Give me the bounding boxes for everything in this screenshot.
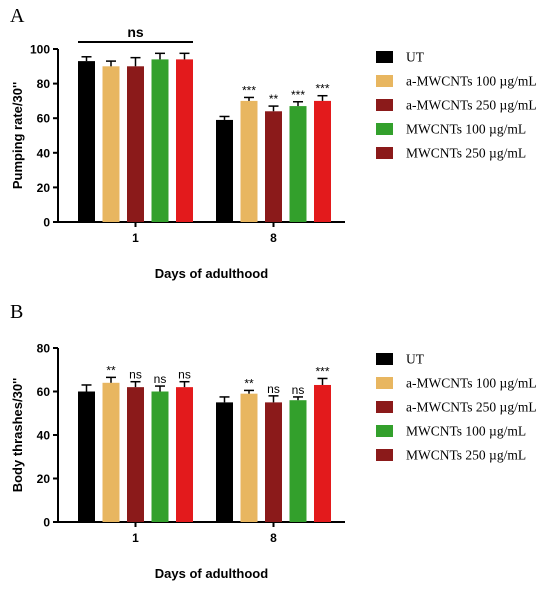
panel-b-legend-label: a-MWCNTs 250 µg/mL <box>406 400 537 415</box>
panel-a-legend-label: MWCNTs 250 µg/mL <box>406 146 526 161</box>
panel-a-significance-label: ** <box>269 92 279 106</box>
panel-a-legend-label: UT <box>406 50 425 65</box>
panel-a-legend-swatch <box>376 51 393 63</box>
panel-b-y-tick-label: 80 <box>37 342 51 356</box>
panel-a-y-tick-label: 40 <box>37 146 51 160</box>
panel-b-significance-label: ns <box>292 383 305 397</box>
panel-b-significance-label: ** <box>106 363 116 377</box>
panel-b-bar <box>151 391 169 522</box>
panel-b-legend-label: MWCNTs 100 µg/mL <box>406 424 526 439</box>
panel-b-bar <box>127 387 144 522</box>
panel-a-legend-swatch <box>376 99 393 111</box>
panel-b-x-axis-label: Days of adulthood <box>155 566 268 581</box>
panel-b-significance-label: ns <box>129 368 142 382</box>
panel-b-significance-label: *** <box>315 364 329 378</box>
panel-b-bar <box>289 400 307 522</box>
panel-a-y-tick-label: 20 <box>37 181 51 195</box>
panel-b-legend-swatch <box>376 449 393 461</box>
panel-b-y-axis-label: Body thrashes/30'' <box>10 378 25 493</box>
panel-a-label: A <box>10 5 25 27</box>
panel-a-x-axis-label: Days of adulthood <box>155 266 268 281</box>
panel-b-significance-label: ** <box>244 376 254 390</box>
panel-a-bar <box>102 66 120 222</box>
panel-a-x-tick-label: 1 <box>132 231 139 245</box>
panel-b-bar <box>102 382 120 522</box>
panel-b-legend-label: a-MWCNTs 100 µg/mL <box>406 376 537 391</box>
panel-b-legend-swatch <box>376 377 393 389</box>
panel-b-legend-swatch <box>376 425 393 437</box>
panel-a-bar <box>216 119 233 222</box>
panel-b-significance-label: ns <box>154 372 167 386</box>
panel-a-bar <box>240 100 258 222</box>
panel-b-y-tick-label: 20 <box>37 472 51 486</box>
panel-b-legend-swatch <box>376 353 393 365</box>
panel-b-bar <box>176 387 193 522</box>
panel-a-bar <box>151 59 169 222</box>
panel-a-legend-label: a-MWCNTs 100 µg/mL <box>406 74 537 89</box>
panel-b-y-tick-label: 40 <box>37 429 51 443</box>
panel-b-legend-label: MWCNTs 250 µg/mL <box>406 448 526 463</box>
panel-a-bar <box>127 66 144 222</box>
panel-a-bar <box>265 111 282 222</box>
panel-a-bar <box>78 61 95 222</box>
panel-a-significance-label: *** <box>315 82 329 96</box>
panel-a-significance-label: *** <box>291 88 305 102</box>
panel-a-y-tick-label: 100 <box>30 43 50 57</box>
panel-b-y-tick-label: 60 <box>37 385 51 399</box>
panel-a-x-tick-label: 8 <box>270 231 277 245</box>
panel-a-y-tick-label: 80 <box>37 77 51 91</box>
panel-b-label: B <box>10 301 23 323</box>
panel-a-significance-label: *** <box>242 83 256 97</box>
panel-b-bar <box>265 402 282 522</box>
panel-b-bar <box>78 391 95 522</box>
panel-a-y-tick-label: 60 <box>37 112 51 126</box>
panel-b-legend-label: UT <box>406 352 425 367</box>
panel-b-x-tick-label: 1 <box>132 531 139 545</box>
panel-a-legend-swatch <box>376 123 393 135</box>
panel-b-bar <box>314 384 331 522</box>
panel-a-legend-swatch <box>376 75 393 87</box>
panel-a-legend-label: MWCNTs 100 µg/mL <box>406 122 526 137</box>
panel-b-significance-label: ns <box>178 368 191 382</box>
panel-a-legend-label: a-MWCNTs 250 µg/mL <box>406 98 537 113</box>
panel-a-y-tick-label: 0 <box>43 216 50 230</box>
panel-b-bar <box>240 393 258 522</box>
panel-b-significance-label: ns <box>267 382 280 396</box>
panel-a-bar <box>314 100 331 222</box>
panel-a-bracket-label: ns <box>127 24 144 40</box>
panel-b-x-tick-label: 8 <box>270 531 277 545</box>
panel-a-legend-swatch <box>376 147 393 159</box>
panel-b-y-tick-label: 0 <box>43 516 50 530</box>
panel-b-bar <box>216 402 233 522</box>
panel-b-legend-swatch <box>376 401 393 413</box>
panel-a-y-axis-label: Pumping rate/30'' <box>10 82 25 189</box>
panel-a-bar <box>289 106 307 222</box>
panel-a-bar <box>176 59 193 222</box>
